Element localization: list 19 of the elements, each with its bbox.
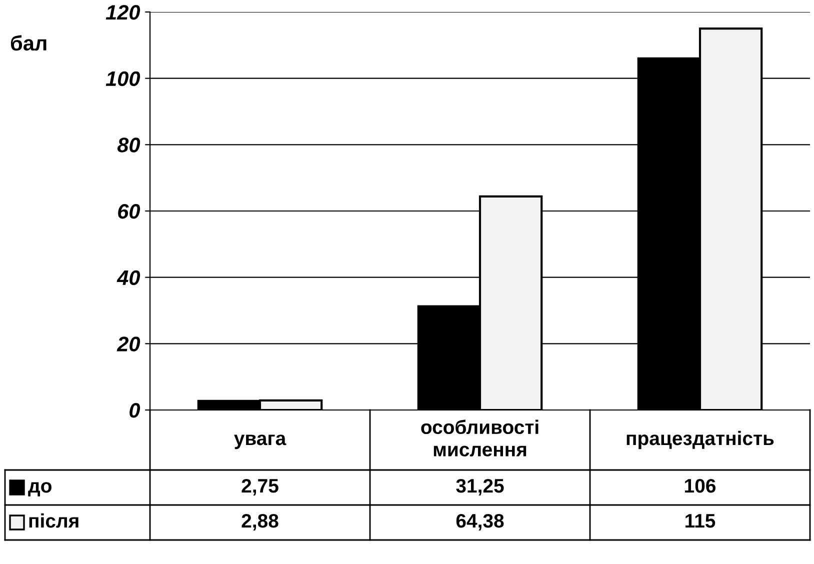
y-tick-label: 20 — [116, 336, 140, 352]
data-label: 2,88 — [242, 514, 278, 531]
y-tick-label: 80 — [117, 138, 140, 152]
data-label: 115 — [686, 514, 716, 528]
y-tick-label: 100 — [106, 71, 140, 86]
data-label: 2,75 — [242, 478, 278, 496]
x-tick-label: увага — [234, 434, 286, 450]
data-label: 31,25 — [456, 478, 504, 496]
y-axis-title: бал — [10, 35, 46, 51]
x-tick-label: працездатність — [626, 430, 774, 450]
data-label: 64,38 — [456, 514, 504, 531]
data-label: 106 — [685, 478, 716, 493]
legend-label: після — [29, 513, 78, 528]
y-tick-label: 120 — [106, 5, 140, 20]
y-tick-label: 60 — [118, 204, 140, 219]
x-tick-label: особливості мислення — [421, 420, 538, 456]
y-tick-label: 40 — [116, 270, 140, 286]
y-tick-label: 0 — [130, 403, 140, 418]
legend-label: до — [28, 482, 52, 496]
